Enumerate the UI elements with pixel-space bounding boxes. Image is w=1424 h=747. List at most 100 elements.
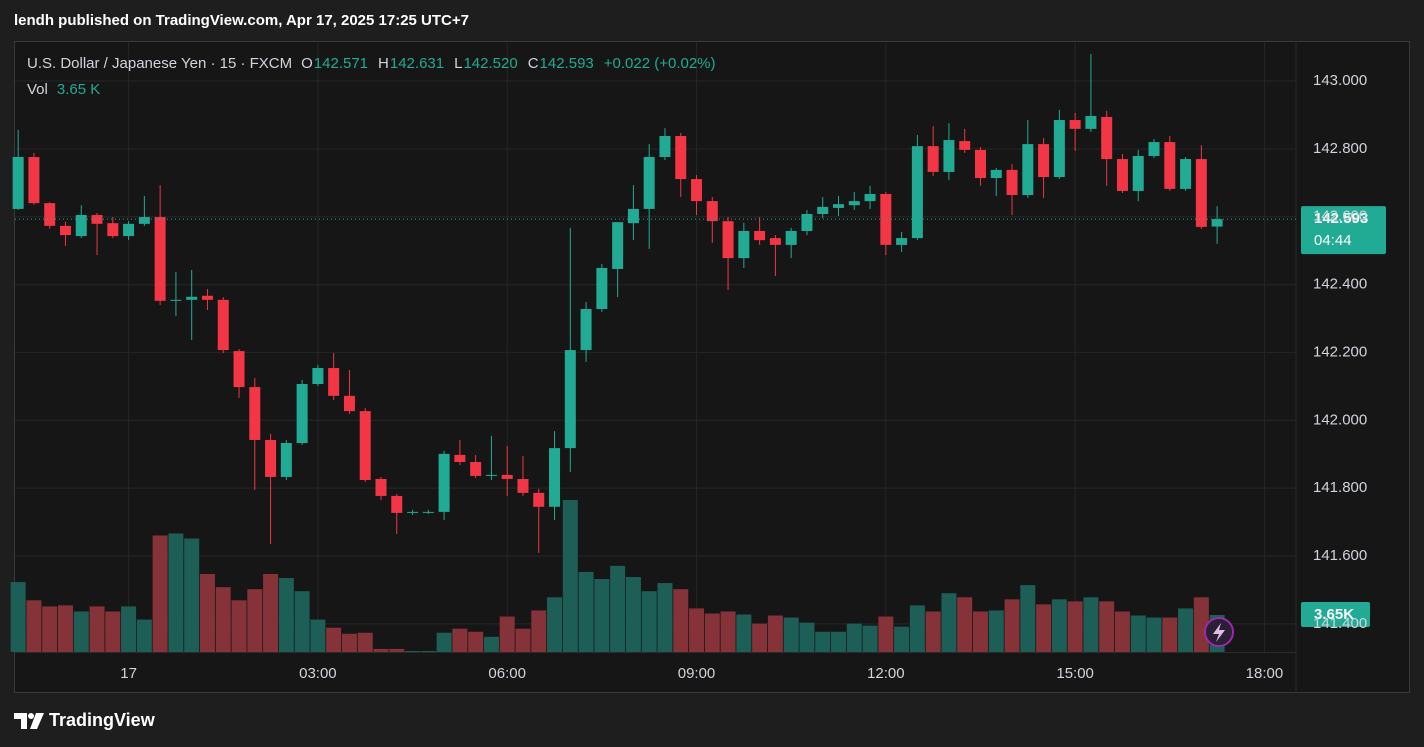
volume-bar [483, 636, 499, 652]
x-tick-label: 03:00 [299, 665, 337, 682]
volume-bar [247, 589, 263, 652]
candle-body [59, 225, 71, 236]
candle-body [1148, 142, 1160, 156]
candle-body [1132, 155, 1144, 191]
candle-body [706, 201, 718, 222]
candle-body [123, 223, 135, 237]
y-tick-label: 142.000 [1313, 411, 1367, 428]
candle-body [549, 448, 561, 507]
legend-ohlc-value: 142.593 [540, 55, 594, 72]
countdown-label: 04:44 [1314, 232, 1352, 249]
y-tick-label: 143.000 [1313, 72, 1367, 89]
candle-body [154, 217, 166, 301]
volume-bar [405, 650, 421, 652]
y-tick-label: 142.200 [1313, 343, 1367, 360]
volume-bar [941, 593, 957, 652]
candle-body [312, 368, 324, 384]
volume-bar [168, 533, 184, 652]
volume-bar [657, 583, 673, 652]
volume-bar [1099, 601, 1115, 652]
candle-body [817, 206, 829, 215]
volume-bar [957, 597, 973, 652]
candle-body [422, 511, 434, 513]
volume-axis-box [1301, 602, 1370, 628]
candle-body [959, 141, 971, 150]
candle-body [580, 309, 592, 351]
candle-body [265, 439, 277, 477]
volume-bar [326, 627, 342, 652]
candle-body [501, 474, 513, 479]
x-tick-label: 06:00 [488, 665, 526, 682]
volume-bar [1146, 617, 1162, 652]
candle-body [438, 453, 450, 512]
candle-body [28, 157, 40, 204]
candle-body [454, 454, 466, 463]
candle-body [643, 157, 655, 209]
candle-body [1211, 219, 1223, 227]
candle-body [722, 221, 734, 259]
candle-body [470, 462, 482, 476]
candle-body [359, 411, 371, 480]
candle-body [249, 387, 261, 440]
tradingview-logo [14, 713, 44, 729]
legend-ohlc-key: H [378, 55, 389, 72]
volume-bar [341, 633, 357, 652]
candle-body [659, 135, 671, 158]
volume-bar [1114, 611, 1130, 652]
legend-change: +0.022 (+0.02%) [604, 55, 716, 72]
volume-bar [105, 611, 121, 652]
y-tick-label: 141.400 [1313, 615, 1367, 632]
alert-icon[interactable] [1204, 617, 1234, 647]
volume-bar [152, 535, 168, 652]
volume-bar [499, 616, 515, 652]
candle-body [943, 140, 955, 172]
volume-bar [783, 617, 799, 652]
legend-volume-key: Vol [27, 81, 48, 98]
volume-bar [10, 582, 26, 652]
candle-body [974, 149, 986, 179]
volume-bar [468, 631, 484, 652]
candle-body [1006, 169, 1018, 196]
legend-symbol: U.S. Dollar / Japanese Yen · 15 · FXCM [27, 55, 292, 72]
volume-bar [925, 611, 941, 652]
volume-bar [988, 610, 1004, 652]
volume-axis-label: 3.65K [1314, 606, 1354, 623]
candle-body [517, 478, 529, 493]
candle-body [12, 157, 24, 209]
volume-bar [89, 606, 105, 652]
volume-bar [689, 608, 705, 652]
candle-body [1053, 120, 1065, 178]
candle-body [1101, 116, 1113, 160]
volume-bar [263, 573, 279, 652]
volume-bar [121, 606, 137, 652]
candle-body [738, 230, 750, 259]
volume-bar [231, 600, 247, 652]
volume-bar [1162, 617, 1178, 652]
candle-body [296, 383, 308, 444]
candle-body [1069, 120, 1081, 129]
volume-bar [909, 605, 925, 652]
volume-bar [547, 597, 563, 652]
last-price-box [1301, 206, 1386, 255]
volume-bar [420, 650, 436, 652]
candle-body [391, 495, 403, 513]
volume-bar [1067, 601, 1083, 652]
volume-bar [815, 631, 831, 652]
candle-body [675, 135, 687, 180]
y-tick-label: 141.600 [1313, 547, 1367, 564]
volume-bar [894, 626, 910, 652]
candle-body [75, 215, 87, 237]
candle-body [1116, 159, 1128, 191]
volume-bar [1130, 615, 1146, 652]
candle-body [564, 350, 576, 449]
candle-body [848, 201, 860, 206]
volume-bar [846, 623, 862, 652]
volume-bar [972, 611, 988, 652]
volume-bar [452, 628, 468, 652]
volume-bar [673, 589, 689, 652]
candle-body [44, 203, 56, 226]
x-tick-label: 12:00 [867, 665, 905, 682]
candle-body [1164, 142, 1176, 189]
volume-layer [10, 500, 1225, 652]
candle-body [91, 215, 103, 224]
